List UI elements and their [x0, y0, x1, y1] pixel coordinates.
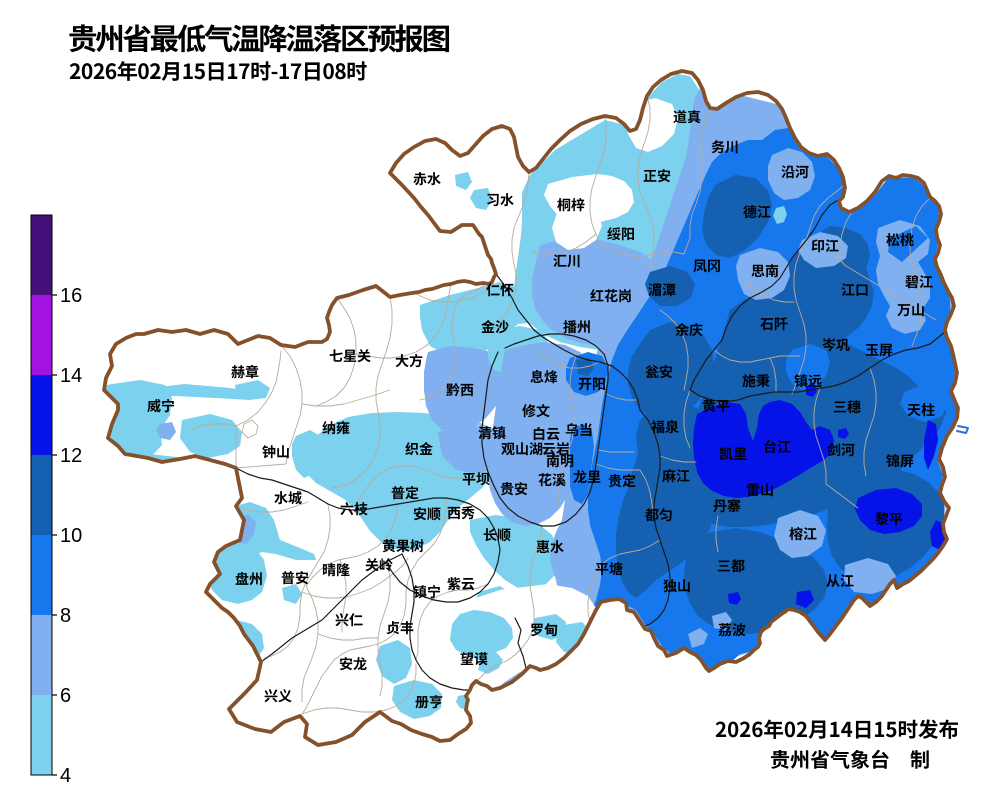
- svg-text:10: 10: [60, 525, 82, 547]
- svg-text:8: 8: [60, 605, 71, 627]
- svg-text:14: 14: [60, 365, 82, 387]
- svg-text:4: 4: [60, 765, 71, 787]
- svg-text:16: 16: [60, 285, 82, 307]
- svg-text:12: 12: [60, 445, 82, 467]
- svg-text:6: 6: [60, 685, 71, 707]
